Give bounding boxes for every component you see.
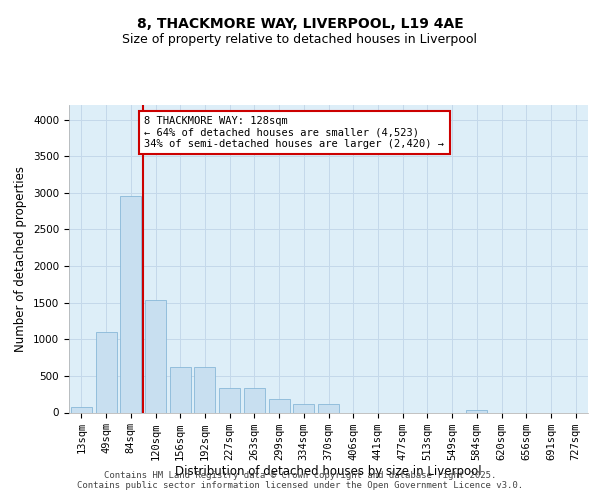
- Y-axis label: Number of detached properties: Number of detached properties: [14, 166, 28, 352]
- Bar: [145, 300, 166, 412]
- Bar: [219, 388, 240, 412]
- Bar: [269, 398, 290, 412]
- Bar: [71, 408, 92, 412]
- Bar: [466, 410, 487, 412]
- Bar: [318, 404, 339, 412]
- Text: 8, THACKMORE WAY, LIVERPOOL, L19 4AE: 8, THACKMORE WAY, LIVERPOOL, L19 4AE: [137, 18, 463, 32]
- Text: Size of property relative to detached houses in Liverpool: Size of property relative to detached ho…: [122, 32, 478, 46]
- Bar: [170, 367, 191, 412]
- X-axis label: Distribution of detached houses by size in Liverpool: Distribution of detached houses by size …: [175, 466, 482, 478]
- Text: 8 THACKMORE WAY: 128sqm
← 64% of detached houses are smaller (4,523)
34% of semi: 8 THACKMORE WAY: 128sqm ← 64% of detache…: [145, 116, 445, 149]
- Bar: [293, 404, 314, 412]
- Bar: [194, 367, 215, 412]
- Bar: [244, 388, 265, 412]
- Bar: [120, 196, 141, 412]
- Text: Contains HM Land Registry data © Crown copyright and database right 2025.
Contai: Contains HM Land Registry data © Crown c…: [77, 470, 523, 490]
- Bar: [95, 332, 116, 412]
